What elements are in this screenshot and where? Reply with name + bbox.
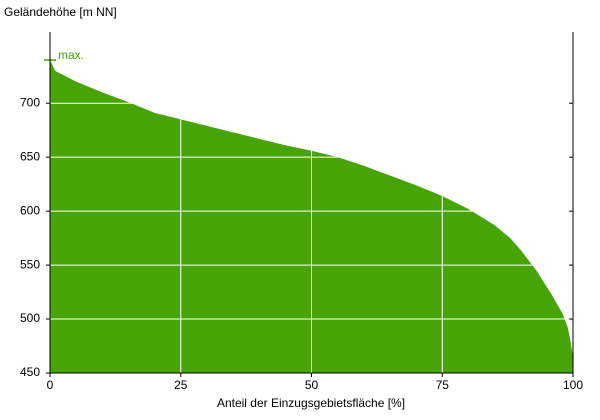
x-tick-label: 25	[174, 378, 188, 392]
y-tick-label: 600	[20, 203, 40, 217]
x-tick-label: 50	[305, 378, 319, 392]
y-tick-label: 650	[20, 149, 40, 163]
y-tick-label: 700	[20, 95, 40, 109]
y-axis-label: Geländehöhe [m NN]	[4, 5, 117, 19]
annotation: max.	[58, 48, 84, 62]
y-tick-label: 500	[20, 311, 40, 325]
y-tick-label: 550	[20, 257, 40, 271]
x-tick-label: 0	[47, 378, 54, 392]
x-axis-label: Anteil der Einzugsgebietsfläche [%]	[217, 396, 405, 410]
x-tick-label: 75	[436, 378, 450, 392]
y-tick-label: 450	[20, 365, 40, 379]
x-tick-label: 100	[563, 378, 583, 392]
